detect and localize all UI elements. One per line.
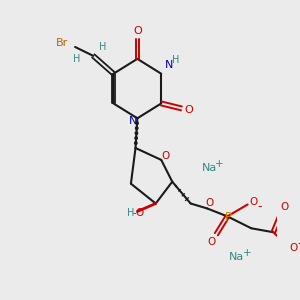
Text: O: O (162, 151, 170, 161)
Circle shape (135, 142, 137, 144)
Text: Br: Br (56, 38, 68, 48)
Text: -: - (298, 237, 300, 250)
Circle shape (136, 127, 138, 130)
Text: O: O (133, 26, 142, 36)
Circle shape (135, 137, 137, 140)
Text: O: O (280, 202, 289, 212)
Circle shape (135, 132, 138, 134)
Text: +: + (215, 159, 224, 169)
Text: H: H (99, 42, 106, 52)
Text: -: - (257, 200, 262, 213)
Text: O: O (249, 196, 257, 206)
Text: +: + (243, 248, 252, 258)
Text: -O: -O (132, 208, 144, 218)
Text: O: O (206, 197, 214, 208)
Text: N: N (164, 60, 173, 70)
Text: O: O (184, 105, 193, 116)
Text: N: N (129, 116, 137, 126)
Text: Na: Na (229, 252, 244, 262)
Text: Na: Na (202, 163, 217, 173)
Circle shape (136, 122, 138, 124)
Text: P: P (225, 211, 232, 224)
Text: H: H (172, 55, 180, 65)
Text: H: H (73, 54, 81, 64)
Text: O: O (208, 237, 216, 247)
Text: O: O (290, 243, 298, 253)
Text: H: H (127, 208, 135, 218)
